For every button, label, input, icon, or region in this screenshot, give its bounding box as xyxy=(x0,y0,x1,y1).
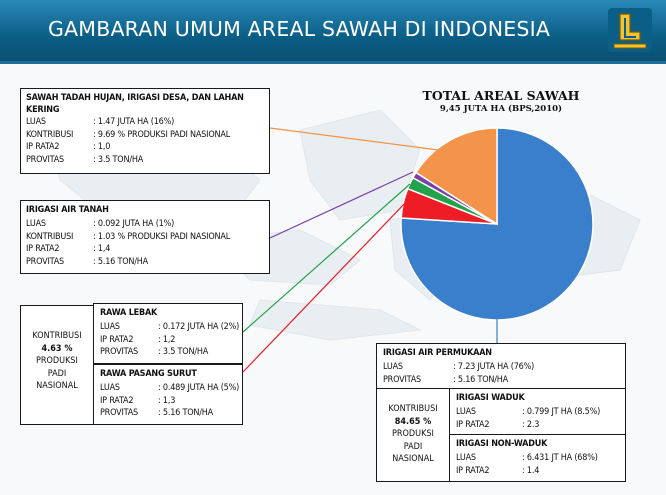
row-label: IP RATA2 xyxy=(26,142,60,153)
box-title: RAWA PASANG SURUT xyxy=(100,369,197,379)
row-ip: IP RATA2 : 1.4 xyxy=(456,465,619,478)
row-value: : 1,0 xyxy=(93,142,111,153)
contrib-label: PRODUKSI xyxy=(392,429,434,439)
row-luas: LUAS : 1.47 JUTA HA (16%) xyxy=(26,116,264,129)
info-box-irigasi-non-waduk: IRIGASI NON-WADUK LUAS : 6.431 JT HA (68%… xyxy=(449,434,626,482)
row-provitas: PROVITAS : 5.16 TON/HA xyxy=(383,374,619,387)
row-label: IP RATA2 xyxy=(100,395,134,406)
row-ip: IP RATA2 : 1,2 xyxy=(100,334,236,347)
row-kontribusi: KONTRIBUSI : 1.03 % PRODUKSI PADI NASIONA… xyxy=(26,231,264,244)
contrib-label: NASIONAL xyxy=(36,381,78,391)
chart-title: TOTAL AREAL SAWAH xyxy=(422,88,580,103)
contrib-label: PADI xyxy=(403,441,423,452)
row-luas: LUAS : 0.092 JUTA HA (1%) xyxy=(26,218,264,231)
row-value: : 5.16 TON/HA xyxy=(158,408,214,419)
row-label: IP RATA2 xyxy=(456,465,490,476)
row-label: LUAS xyxy=(26,219,46,229)
row-label: KONTRIBUSI xyxy=(26,231,74,242)
row-value: : 7.23 JUTA HA (76%) xyxy=(453,362,535,372)
info-box-rawa-kontribusi: KONTRIBUSI 4.63 % PRODUKSI PADI NASIONAL xyxy=(20,305,94,425)
chart-subtitle: 9,45 JUTA HA (BPS,2010) xyxy=(439,104,563,114)
row-luas: LUAS : 0.799 JT HA (8.5%) xyxy=(456,406,619,419)
row-value: : 5.16 TON/HA xyxy=(453,374,509,385)
row-value: : 1.03 % PRODUKSI PADI NASIONAL xyxy=(93,231,231,242)
row-label: LUAS xyxy=(456,453,476,463)
box-title: IRIGASI NON-WADUK xyxy=(456,439,548,449)
row-ip: IP RATA2 : 1,3 xyxy=(100,395,236,408)
row-ip: IP RATA2 : 1,4 xyxy=(26,243,264,256)
row-luas: LUAS : 6.431 JT HA (68%) xyxy=(456,452,619,465)
row-ip: IP RATA2 : 2.3 xyxy=(456,419,619,432)
row-label: LUAS xyxy=(456,407,476,417)
row-label: PROVITAS xyxy=(100,408,138,419)
title-bar: GAMBARAN UMUM AREAL SAWAH DI INDONESIA xyxy=(0,0,666,64)
row-provitas: PROVITAS : 3.5 TON/HA xyxy=(100,346,236,359)
row-label: IP RATA2 xyxy=(100,334,134,345)
contrib-label: PADI xyxy=(47,368,67,379)
row-value: : 1.47 JUTA HA (16%) xyxy=(93,117,175,127)
row-label: PROVITAS xyxy=(26,154,64,165)
row-luas: LUAS : 0.489 JUTA HA (5%) xyxy=(100,382,240,395)
row-value: : 0.092 JUTA HA (1%) xyxy=(93,219,175,229)
row-provitas: PROVITAS : 5.16 TON/HA xyxy=(100,407,236,420)
row-label: LUAS xyxy=(100,322,120,332)
row-label: PROVITAS xyxy=(383,374,421,385)
info-box-rawa-lebak: RAWA LEBAK LUAS : 0.172 JUTA HA (2%) IP R… xyxy=(93,303,243,364)
box-title: IRIGASI WADUK xyxy=(456,393,525,403)
contrib-percent: 84.65 % xyxy=(394,416,432,427)
row-value: : 3.5 TON/HA xyxy=(158,347,209,358)
row-provitas: PROVITAS : 3.5 TON/HA xyxy=(26,154,264,167)
contrib-label: KONTRIBUSI xyxy=(388,404,438,414)
row-luas: LUAS : 0.172 JUTA HA (2%) xyxy=(100,321,240,334)
row-value: : 1,2 xyxy=(158,334,176,345)
row-label: PROVITAS xyxy=(100,347,138,358)
info-box-irigasi-air-tanah: IRIGASI AIR TANAH LUAS : 0.092 JUTA HA (1… xyxy=(20,200,270,274)
contrib-label: NASIONAL xyxy=(392,454,434,464)
row-value: : 1,3 xyxy=(158,395,176,406)
row-ip: IP RATA2 : 1,0 xyxy=(26,141,264,154)
contrib-label: PRODUKSI xyxy=(36,356,78,366)
row-value: : 9.69 % PRODUKSI PADI NASIONAL xyxy=(93,129,231,140)
row-label: KONTRIBUSI xyxy=(26,129,74,140)
box-title: IRIGASI AIR TANAH xyxy=(26,205,109,215)
row-label: LUAS xyxy=(26,117,46,127)
contrib-label: KONTRIBUSI xyxy=(32,331,82,341)
row-provitas: PROVITAS : 5.16 TON/HA xyxy=(26,256,264,269)
box-title: RAWA LEBAK xyxy=(100,308,158,318)
contrib-percent: 4.63 % xyxy=(41,343,73,354)
info-box-rawa-pasang-surut: RAWA PASANG SURUT LUAS : 0.489 JUTA HA (5… xyxy=(93,364,243,425)
row-value: : 0.489 JUTA HA (5%) xyxy=(158,383,240,393)
row-value: : 3.5 TON/HA xyxy=(93,154,144,165)
info-box-irigasi-waduk: IRIGASI WADUK LUAS : 0.799 JT HA (8.5%) I… xyxy=(449,388,626,435)
info-box-tadah-hujan: SAWAH TADAH HUJAN, IRIGASI DESA, DAN LAH… xyxy=(20,88,270,174)
row-kontribusi: KONTRIBUSI : 9.69 % PRODUKSI PADI NASIONA… xyxy=(26,129,264,142)
pu-logo-icon xyxy=(608,8,652,52)
row-value: : 1,4 xyxy=(93,244,111,255)
row-value: : 0.172 JUTA HA (2%) xyxy=(158,322,240,332)
box-title: SAWAH TADAH HUJAN, IRIGASI DESA, DAN LAH… xyxy=(26,93,244,115)
row-value: : 1.4 xyxy=(522,465,540,476)
page-title: GAMBARAN UMUM AREAL SAWAH DI INDONESIA xyxy=(48,17,551,41)
info-box-irigasi-air-permukaan: IRIGASI AIR PERMUKAAN LUAS : 7.23 JUTA HA… xyxy=(376,343,626,389)
row-value: : 5.16 TON/HA xyxy=(93,256,149,267)
row-label: IP RATA2 xyxy=(456,419,490,430)
row-value: : 0.799 JT HA (8.5%) xyxy=(522,407,601,417)
row-value: : 6.431 JT HA (68%) xyxy=(522,453,598,463)
row-label: PROVITAS xyxy=(26,256,64,267)
info-box-irigasi-kontribusi: KONTRIBUSI 84.65 % PRODUKSI PADI NASIONA… xyxy=(376,388,450,482)
row-label: LUAS xyxy=(100,383,120,393)
row-luas: LUAS : 7.23 JUTA HA (76%) xyxy=(383,361,619,374)
row-value: : 2.3 xyxy=(522,419,540,430)
row-label: LUAS xyxy=(383,362,403,372)
row-label: IP RATA2 xyxy=(26,244,60,255)
box-title: IRIGASI AIR PERMUKAAN xyxy=(383,348,492,358)
